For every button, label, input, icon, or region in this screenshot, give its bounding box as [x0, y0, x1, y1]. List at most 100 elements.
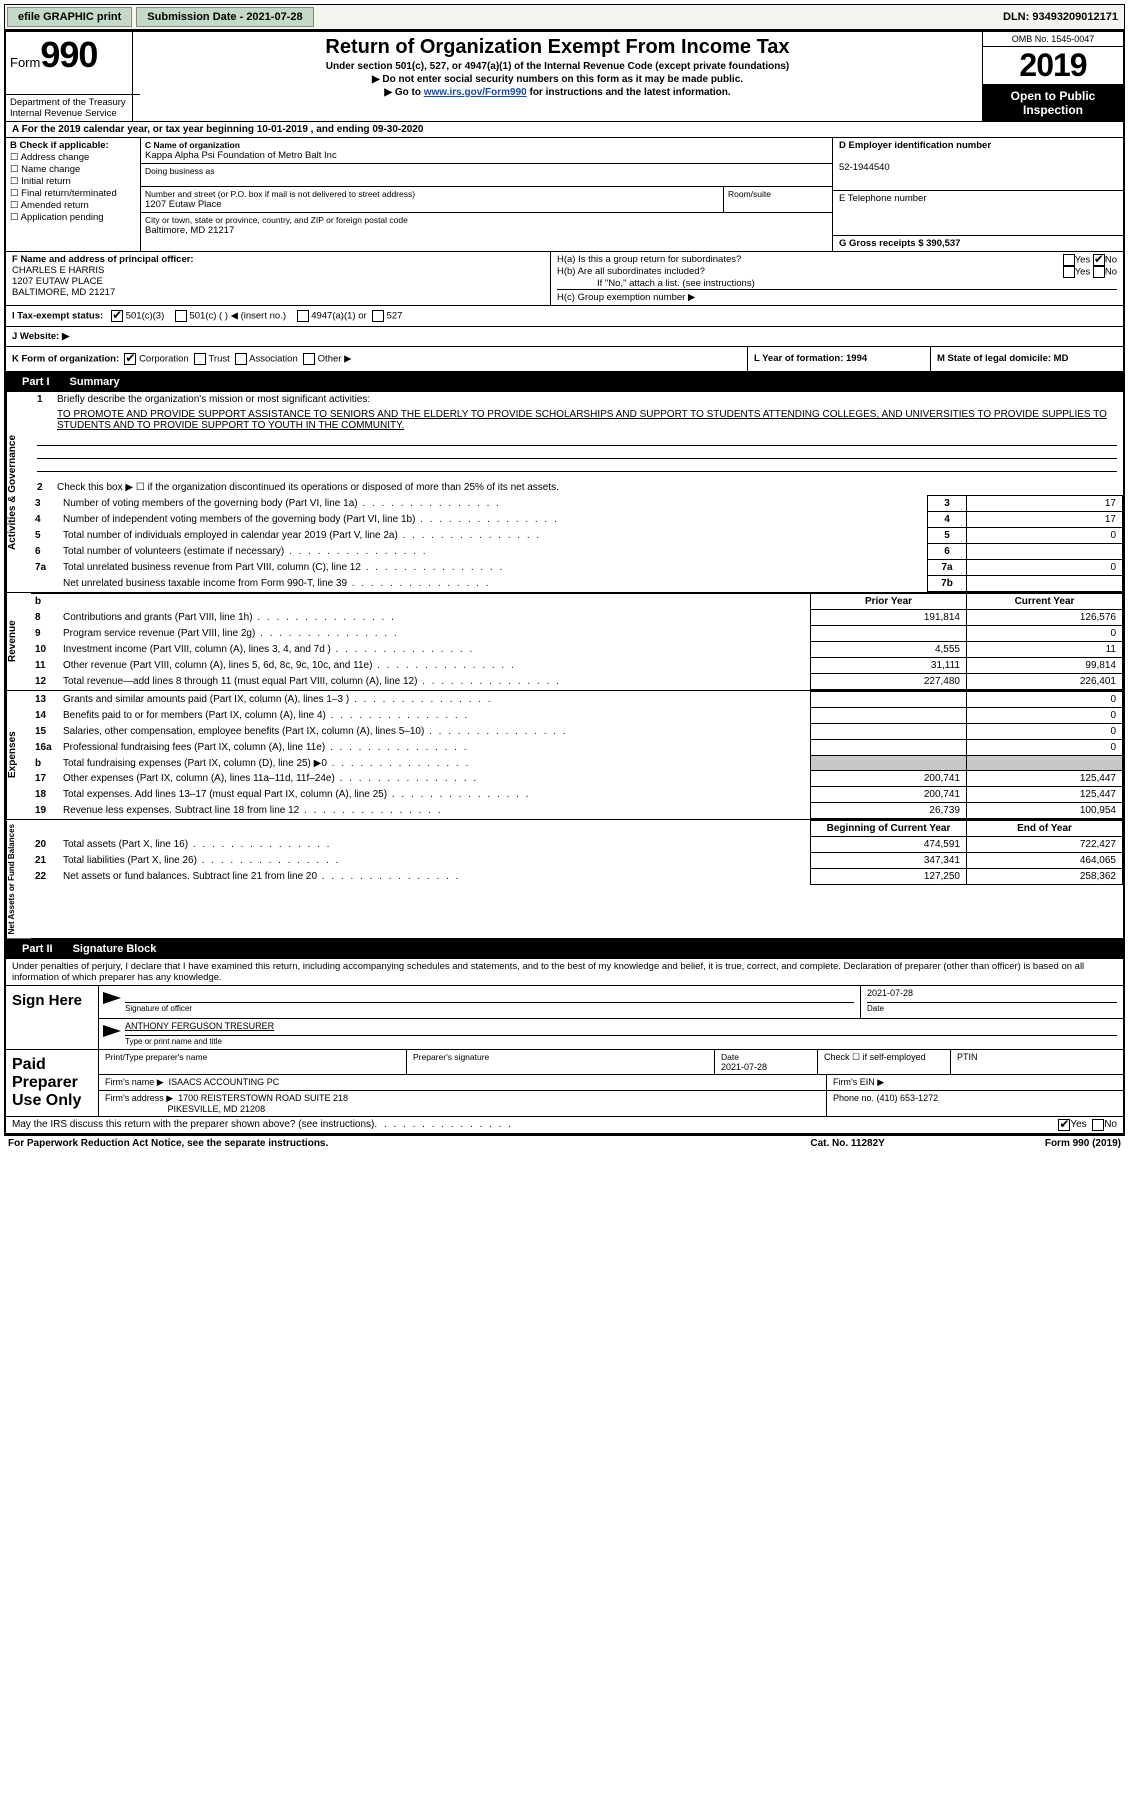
officer-addr1: 1207 EUTAW PLACE — [12, 276, 103, 287]
section-c: C Name of organization Kappa Alpha Psi F… — [141, 138, 832, 251]
chk-501c3[interactable] — [111, 310, 123, 322]
section-h: H(a) Is this a group return for subordin… — [550, 252, 1123, 305]
table-row: 5Total number of individuals employed in… — [31, 528, 1123, 544]
tax-exempt-label: I Tax-exempt status: — [12, 311, 103, 322]
prep-date-value: 2021-07-28 — [721, 1062, 811, 1072]
hc-label: H(c) Group exemption number ▶ — [557, 289, 1117, 303]
table-ag: 3Number of voting members of the governi… — [31, 495, 1123, 592]
block-b-thru-g: B Check if applicable: ☐ Address change … — [6, 138, 1123, 252]
table-row: 22Net assets or fund balances. Subtract … — [31, 869, 1123, 885]
chk-address-change[interactable]: ☐ Address change — [10, 152, 136, 163]
chk-corp[interactable] — [124, 353, 136, 365]
table-row: 14Benefits paid to or for members (Part … — [31, 708, 1123, 724]
officer-name-label: Type or print name and title — [125, 1035, 1117, 1046]
subtitle-1: Under section 501(c), 527, or 4947(a)(1)… — [141, 61, 974, 72]
ha-yes-checkbox[interactable] — [1063, 254, 1075, 266]
table-row: Net unrelated business taxable income fr… — [31, 576, 1123, 592]
org-name-label: C Name of organization — [145, 140, 828, 150]
rev-header-row: b Prior Year Current Year — [31, 594, 1123, 610]
part1-net-assets: Net Assets or Fund Balances Beginning of… — [6, 820, 1123, 939]
ptin-label: PTIN — [951, 1050, 1123, 1074]
table-row: 11Other revenue (Part VIII, column (A), … — [31, 658, 1123, 674]
chk-name-change[interactable]: ☐ Name change — [10, 164, 136, 175]
ha-label: H(a) Is this a group return for subordin… — [557, 254, 741, 266]
discuss-yes-checkbox[interactable] — [1058, 1119, 1070, 1131]
line-1: 1Briefly describe the organization's mis… — [31, 392, 1123, 407]
gross-receipts: G Gross receipts $ 390,537 — [839, 238, 960, 249]
table-row: 12Total revenue—add lines 8 through 11 (… — [31, 674, 1123, 690]
chk-527[interactable] — [372, 310, 384, 322]
line-a-text: A For the 2019 calendar year, or tax yea… — [12, 124, 423, 135]
hb-note: If "No," attach a list. (see instruction… — [557, 278, 1117, 289]
discuss-row: May the IRS discuss this return with the… — [6, 1117, 1123, 1134]
omb-number: OMB No. 1545-0047 — [983, 32, 1123, 47]
prep-sig-label: Preparer's signature — [413, 1052, 708, 1062]
perjury-statement: Under penalties of perjury, I declare th… — [6, 959, 1123, 986]
row-f-h: F Name and address of principal officer:… — [6, 252, 1123, 306]
sign-here-block: Sign Here Signature of officer 2021-07-2… — [6, 986, 1123, 1050]
table-row: 19Revenue less expenses. Subtract line 1… — [31, 803, 1123, 819]
prep-name-label: Print/Type preparer's name — [105, 1052, 400, 1062]
ha-answer: Yes No — [1063, 254, 1117, 266]
room-label: Room/suite — [728, 189, 828, 199]
chk-initial-return[interactable]: ☐ Initial return — [10, 176, 136, 187]
dept-box: Department of the Treasury Internal Reve… — [6, 95, 140, 121]
firm-name-label: Firm's name ▶ — [105, 1077, 164, 1087]
row-j: J Website: ▶ — [6, 327, 1123, 347]
table-row: 21Total liabilities (Part X, line 26)347… — [31, 853, 1123, 869]
table-row: 7aTotal unrelated business revenue from … — [31, 560, 1123, 576]
part-2-label: Part II — [12, 941, 63, 957]
vtab-ag: Activities & Governance — [6, 392, 31, 592]
ha-no-checkbox[interactable] — [1093, 254, 1105, 266]
dept-irs: Internal Revenue Service — [10, 108, 136, 119]
table-rev: b Prior Year Current Year 8Contributions… — [31, 593, 1123, 690]
table-row: 9Program service revenue (Part VIII, lin… — [31, 626, 1123, 642]
table-row: 4Number of independent voting members of… — [31, 512, 1123, 528]
form-title: Return of Organization Exempt From Incom… — [141, 36, 974, 59]
table-row: 17Other expenses (Part IX, column (A), l… — [31, 771, 1123, 787]
chk-other[interactable] — [303, 353, 315, 365]
instructions-link[interactable]: www.irs.gov/Form990 — [424, 87, 527, 98]
table-row: 8Contributions and grants (Part VIII, li… — [31, 610, 1123, 626]
table-na: Beginning of Current Year End of Year 20… — [31, 820, 1123, 885]
chk-amended-return[interactable]: ☐ Amended return — [10, 200, 136, 211]
chk-final-return[interactable]: ☐ Final return/terminated — [10, 188, 136, 199]
mission-blank-2 — [37, 446, 1117, 459]
section-m: M State of legal domicile: MD — [930, 347, 1123, 371]
hb-no-checkbox[interactable] — [1093, 266, 1105, 278]
firm-phone: Phone no. (410) 653-1272 — [827, 1091, 1123, 1116]
part-2-header: Part II Signature Block — [6, 939, 1123, 959]
table-row: bTotal fundraising expenses (Part IX, co… — [31, 756, 1123, 771]
form-number-box: Form990 — [6, 32, 140, 95]
street-label: Number and street (or P.O. box if mail i… — [145, 189, 719, 199]
form-number: 990 — [40, 34, 97, 75]
discuss-no-checkbox[interactable] — [1092, 1119, 1104, 1131]
table-exp: 13Grants and similar amounts paid (Part … — [31, 691, 1123, 819]
chk-assoc[interactable] — [235, 353, 247, 365]
part1-expenses: Expenses 13Grants and similar amounts pa… — [6, 691, 1123, 820]
mission-blank-1 — [37, 433, 1117, 446]
section-b-label: B Check if applicable: — [10, 140, 109, 151]
paid-preparer-block: Paid Preparer Use Only Print/Type prepar… — [6, 1050, 1123, 1117]
form-label: Form — [10, 55, 40, 70]
efile-print-button[interactable]: efile GRAPHIC print — [7, 7, 132, 27]
part1-revenue: Revenue b Prior Year Current Year 8Contr… — [6, 593, 1123, 691]
footer-mid: Cat. No. 11282Y — [810, 1138, 884, 1149]
chk-application-pending[interactable]: ☐ Application pending — [10, 212, 136, 223]
header-right: OMB No. 1545-0047 2019 Open to Public In… — [982, 32, 1123, 121]
subtitle-2: ▶ Do not enter social security numbers o… — [141, 74, 974, 85]
footer-right: Form 990 (2019) — [1045, 1138, 1121, 1149]
chk-trust[interactable] — [194, 353, 206, 365]
hb-answer: Yes No — [1063, 266, 1117, 278]
officer-addr2: BALTIMORE, MD 21217 — [12, 287, 115, 298]
open-public-badge: Open to Public Inspection — [983, 85, 1123, 121]
part1-activities-governance: Activities & Governance 1Briefly describ… — [6, 392, 1123, 593]
paid-preparer-label: Paid Preparer Use Only — [6, 1050, 99, 1116]
submission-date-button[interactable]: Submission Date - 2021-07-28 — [136, 7, 313, 27]
chk-501c-other[interactable] — [175, 310, 187, 322]
section-f: F Name and address of principal officer:… — [6, 252, 550, 305]
chk-4947[interactable] — [297, 310, 309, 322]
hb-yes-checkbox[interactable] — [1063, 266, 1075, 278]
org-name: Kappa Alpha Psi Foundation of Metro Balt… — [145, 150, 828, 161]
sig-officer-label: Signature of officer — [125, 1002, 854, 1013]
